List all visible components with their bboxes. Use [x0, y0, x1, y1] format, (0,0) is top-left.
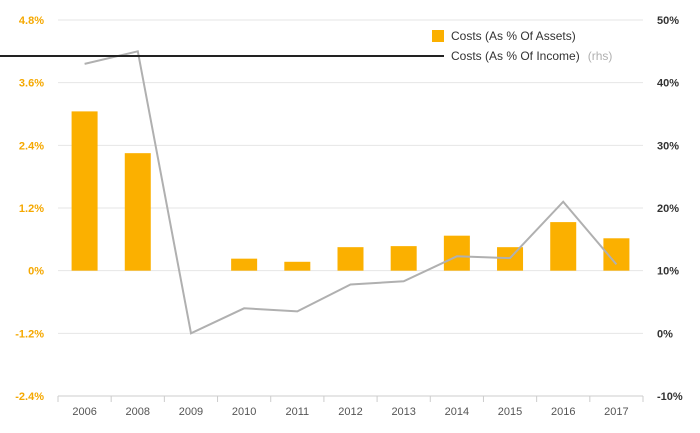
legend-label-assets: Costs (As % Of Assets) [451, 29, 576, 43]
bar-2006 [71, 111, 98, 271]
y-left-tick-label: 0% [28, 266, 44, 278]
y-right-tick-label: -10% [657, 391, 683, 403]
x-tick-label: 2006 [72, 406, 96, 418]
y-left-tick-label: 3.6% [19, 78, 44, 90]
legend: Costs (As % Of Assets) Costs (As % Of In… [0, 29, 612, 64]
x-tick-label: 2010 [232, 406, 256, 418]
bar-2014 [443, 235, 470, 271]
x-tick-label: 2016 [551, 406, 575, 418]
y-right-tick-label: 50% [657, 15, 679, 27]
bar-2010 [231, 258, 258, 271]
y-left-tick-label: -1.2% [15, 328, 44, 340]
y-right-tick-label: 0% [657, 328, 673, 340]
x-tick-label: 2011 [285, 406, 309, 418]
x-tick-label: 2013 [391, 406, 415, 418]
line-costs-income [84, 50, 618, 335]
y-left-tick-label: 2.4% [19, 140, 44, 152]
bar-2008 [124, 153, 151, 271]
y-axis-left: 4.8% 3.6% 2.4% 1.2% 0% -1.2% -2.4% [15, 15, 44, 403]
bar-series [71, 111, 630, 271]
y-left-tick-label: 1.2% [19, 203, 44, 215]
x-axis [57, 395, 644, 402]
legend-label-income: Costs (As % Of Income) [451, 49, 580, 63]
y-right-tick-label: 40% [657, 78, 679, 90]
x-axis-ticks: 2006 2008 2009 2010 2011 2012 2013 2014 2015 2016… [72, 406, 628, 418]
legend-swatch-assets [432, 30, 444, 42]
legend-label-income-group: Costs (As % Of Income) (rhs) [451, 47, 612, 64]
bar-2016 [550, 222, 577, 271]
y-left-tick-label: -2.4% [15, 391, 44, 403]
bar-2013 [390, 246, 417, 271]
y-axis-right: 50% 40% 30% 20% 10% 0% -10% [657, 15, 683, 403]
y-right-tick-label: 20% [657, 203, 679, 215]
y-left-tick-label: 4.8% [19, 15, 44, 27]
bar-2012 [337, 247, 364, 271]
line-series [84, 50, 618, 335]
bar-2011 [284, 261, 311, 271]
legend-label-rhs: (rhs) [588, 49, 613, 63]
x-tick-label: 2009 [179, 406, 203, 418]
y-right-tick-label: 30% [657, 140, 679, 152]
x-tick-label: 2008 [126, 406, 150, 418]
x-tick-label: 2015 [498, 406, 522, 418]
x-tick-label: 2017 [604, 406, 628, 418]
y-right-tick-label: 10% [657, 266, 679, 278]
x-tick-label: 2014 [445, 406, 469, 418]
x-tick-label: 2012 [338, 406, 362, 418]
